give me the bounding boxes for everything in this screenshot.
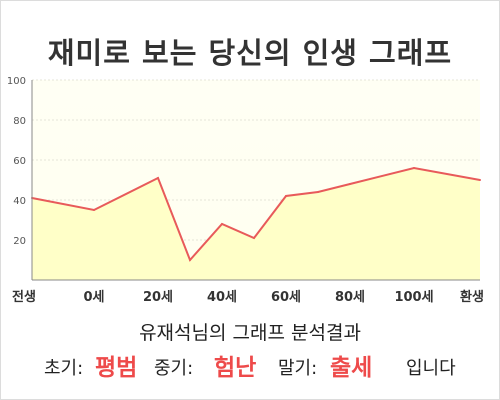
late-label: 말기:	[278, 358, 318, 379]
y-tick-label: 60	[13, 156, 26, 167]
y-tick-label: 80	[13, 116, 26, 127]
data-point-8	[349, 183, 351, 185]
x-tick-label: 100세	[394, 290, 433, 305]
area-fill	[32, 168, 480, 280]
data-point-3	[189, 259, 191, 261]
page-title: 재미로 보는 당신의 인생 그래프	[47, 36, 453, 70]
x-tick-label: 60세	[271, 290, 301, 305]
mid-label: 중기:	[154, 358, 194, 379]
data-point-10	[479, 179, 481, 181]
y-tick-label: 100	[7, 76, 26, 87]
x-tick-label: 0세	[83, 290, 104, 305]
data-point-1	[93, 209, 95, 211]
data-point-9	[413, 167, 415, 169]
analysis-subtitle: 유재석님의 그래프 분석결과	[139, 322, 361, 344]
data-point-7	[317, 191, 319, 193]
x-tick-label: 환생	[460, 289, 484, 305]
mid-value: 험난	[214, 355, 257, 381]
data-point-6	[285, 195, 287, 197]
result-suffix: 입니다	[406, 358, 456, 379]
x-tick-label: 20세	[143, 290, 173, 305]
y-tick-label: 40	[13, 196, 26, 207]
x-tick-label: 80세	[335, 290, 365, 305]
x-tick-label: 전생	[12, 289, 36, 305]
early-label: 초기:	[44, 358, 84, 379]
data-point-2	[157, 177, 159, 179]
data-point-4	[221, 223, 223, 225]
early-value: 평범	[95, 355, 138, 381]
y-tick-label: 20	[13, 236, 26, 247]
x-tick-label: 40세	[207, 290, 237, 305]
analysis-result: 초기: 평범 중기: 험난 말기: 출세 입니다	[0, 346, 500, 381]
late-value: 출세	[330, 355, 373, 381]
data-point-5	[253, 237, 255, 239]
